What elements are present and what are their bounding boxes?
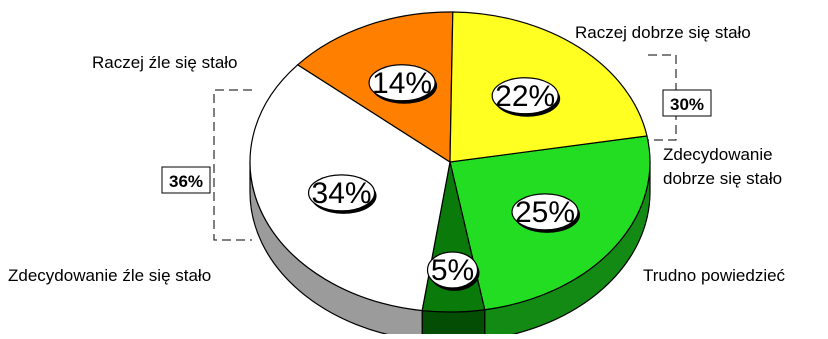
label-raczej-dobrze: Raczej dobrze się stało bbox=[575, 23, 751, 42]
slice-value-text: 34% bbox=[312, 177, 372, 210]
group-badge-right: 30% bbox=[662, 89, 712, 117]
label-bubble bbox=[426, 251, 479, 289]
label-zdecydowanie-zle: Zdecydowanie źle się stało bbox=[8, 266, 211, 285]
group-bracket-left bbox=[213, 89, 252, 241]
slice-percent-label: 34% bbox=[307, 174, 377, 214]
label-bubble bbox=[368, 64, 436, 102]
label-bubble bbox=[307, 174, 376, 212]
slice-percent-label: 22% bbox=[491, 77, 561, 117]
label-trudno: Trudno powiedzieć bbox=[643, 266, 786, 285]
label-zdecydowanie-dobrze-line2: dobrze się stało bbox=[663, 169, 782, 188]
slice-value-text: 14% bbox=[372, 67, 432, 100]
slice-value-text: 22% bbox=[495, 80, 555, 113]
label-raczej-zle: Raczej źle się stało bbox=[92, 53, 238, 72]
slice-percent-label: 14% bbox=[368, 64, 438, 104]
group-total-bad: 36% bbox=[169, 172, 203, 191]
slice-side bbox=[421, 309, 486, 339]
group-total-good: 30% bbox=[670, 95, 704, 114]
group-badge-left: 36% bbox=[161, 166, 211, 194]
slice-value-text: 25% bbox=[515, 196, 575, 229]
slice-value-text: 5% bbox=[431, 254, 474, 287]
label-bubble bbox=[491, 77, 559, 115]
slice-percent-label: 25% bbox=[511, 193, 581, 233]
slice-percent-label: 5% bbox=[426, 251, 480, 291]
label-zdecydowanie-dobrze-line1: Zdecydowanie bbox=[663, 145, 773, 164]
pie-depth-layer bbox=[249, 161, 651, 339]
slice-percent-labels: 25% 5% 34% 14% 22% bbox=[307, 64, 581, 291]
label-bubble bbox=[511, 193, 579, 231]
